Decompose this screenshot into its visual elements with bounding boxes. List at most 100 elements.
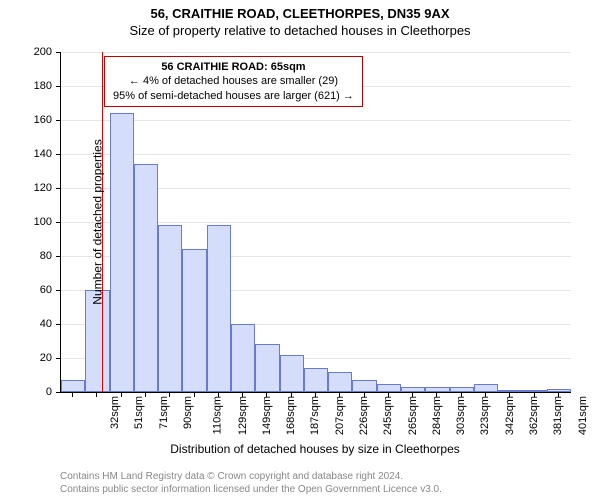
ytick-mark (56, 256, 61, 257)
xtick-label: 129sqm (237, 396, 249, 435)
ytick-label: 80 (40, 250, 52, 262)
histogram-bar (425, 387, 449, 392)
histogram-bar (158, 225, 182, 392)
xtick-mark (145, 392, 146, 397)
ytick-mark (56, 86, 61, 87)
ytick-label: 140 (34, 148, 52, 160)
histogram-bar (401, 387, 425, 392)
xtick-label: 149sqm (261, 396, 273, 435)
x-axis-label: Distribution of detached houses by size … (60, 442, 570, 456)
xtick-mark (169, 392, 170, 397)
histogram-bar (207, 225, 231, 392)
histogram-bar (134, 164, 158, 392)
ytick-mark (56, 120, 61, 121)
annotation-line-1: 56 CRAITHIE ROAD: 65sqm (113, 60, 354, 74)
histogram-bar (522, 390, 546, 392)
xtick-mark (436, 392, 437, 397)
ytick-mark (56, 324, 61, 325)
ytick-label: 160 (34, 114, 52, 126)
histogram-bar (110, 113, 134, 392)
xtick-mark (534, 392, 535, 397)
histogram-bar (498, 390, 522, 392)
xtick-mark (291, 392, 292, 397)
xtick-label: 168sqm (285, 396, 297, 435)
xtick-label: 51sqm (133, 396, 145, 429)
ytick-label: 40 (40, 318, 52, 330)
xtick-label: 226sqm (358, 396, 370, 435)
ytick-label: 20 (40, 352, 52, 364)
histogram-bar (231, 324, 255, 392)
histogram-bar (328, 372, 352, 392)
xtick-mark (315, 392, 316, 397)
xtick-label: 90sqm (182, 396, 194, 429)
annotation-line-3: 95% of semi-detached houses are larger (… (113, 89, 354, 103)
chart-area: Number of detached properties Distributi… (60, 52, 570, 392)
annotation-box: 56 CRAITHIE ROAD: 65sqm ← 4% of detached… (104, 56, 363, 107)
gridline (61, 154, 571, 155)
xtick-label: 342sqm (504, 396, 516, 435)
histogram-bar (255, 344, 279, 392)
histogram-bar (280, 355, 304, 392)
xtick-label: 71sqm (158, 396, 170, 429)
ytick-label: 100 (34, 216, 52, 228)
footer-line-1: Contains HM Land Registry data © Crown c… (60, 470, 442, 483)
histogram-bar (304, 368, 328, 392)
footer-line-2: Contains public sector information licen… (60, 483, 442, 496)
ytick-mark (56, 290, 61, 291)
page-subtitle: Size of property relative to detached ho… (0, 21, 600, 38)
page-title: 56, CRAITHIE ROAD, CLEETHORPES, DN35 9AX (0, 0, 600, 21)
ytick-mark (56, 188, 61, 189)
xtick-label: 362sqm (528, 396, 540, 435)
xtick-label: 284sqm (431, 396, 443, 435)
xtick-mark (509, 392, 510, 397)
histogram-bar (61, 380, 85, 392)
histogram-bar (352, 380, 376, 392)
ytick-mark (56, 392, 61, 393)
histogram-bar (85, 290, 109, 392)
xtick-mark (242, 392, 243, 397)
xtick-label: 265sqm (407, 396, 419, 435)
histogram-bar (182, 249, 206, 392)
chart-figure: 56, CRAITHIE ROAD, CLEETHORPES, DN35 9AX… (0, 0, 600, 500)
xtick-label: 381sqm (552, 396, 564, 435)
xtick-mark (388, 392, 389, 397)
ytick-label: 200 (34, 46, 52, 58)
y-axis-label: Number of detached properties (91, 139, 105, 304)
gridline (61, 120, 571, 121)
xtick-mark (266, 392, 267, 397)
ytick-label: 180 (34, 80, 52, 92)
histogram-bar (450, 387, 474, 392)
gridline (61, 392, 571, 393)
xtick-label: 207sqm (334, 396, 346, 435)
xtick-mark (96, 392, 97, 397)
annotation-line-2: ← 4% of detached houses are smaller (29) (113, 74, 354, 88)
xtick-mark (558, 392, 559, 397)
histogram-bar (474, 384, 498, 393)
xtick-label: 32sqm (109, 396, 121, 429)
xtick-label: 110sqm (212, 396, 224, 434)
xtick-mark (412, 392, 413, 397)
xtick-mark (364, 392, 365, 397)
ytick-mark (56, 222, 61, 223)
ytick-label: 60 (40, 284, 52, 296)
ytick-mark (56, 358, 61, 359)
ytick-label: 0 (46, 386, 52, 398)
xtick-mark (218, 392, 219, 397)
ytick-label: 120 (34, 182, 52, 194)
gridline (61, 52, 571, 53)
xtick-label: 401sqm (577, 396, 589, 435)
xtick-label: 187sqm (310, 396, 322, 435)
histogram-bar (377, 384, 401, 393)
ytick-mark (56, 154, 61, 155)
footer: Contains HM Land Registry data © Crown c… (60, 470, 442, 496)
xtick-mark (72, 392, 73, 397)
xtick-mark (194, 392, 195, 397)
xtick-label: 245sqm (382, 396, 394, 435)
xtick-label: 323sqm (480, 396, 492, 435)
ytick-mark (56, 52, 61, 53)
xtick-mark (461, 392, 462, 397)
xtick-mark (121, 392, 122, 397)
xtick-mark (485, 392, 486, 397)
xtick-label: 303sqm (455, 396, 467, 435)
xtick-mark (339, 392, 340, 397)
